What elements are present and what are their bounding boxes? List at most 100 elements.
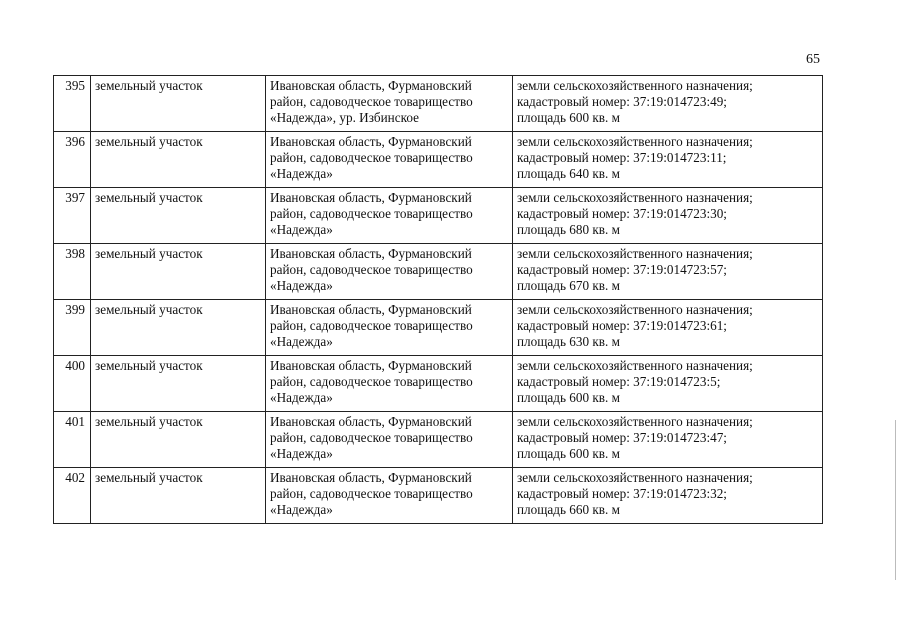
details-line: земли сельскохозяйственного назначения; — [517, 78, 753, 93]
object-type: земельный участок — [90, 187, 266, 244]
details: земли сельскохозяйственного назначения; к… — [512, 467, 823, 524]
table-row: 396 земельный участок Ивановская область, … — [53, 131, 823, 188]
object-type: земельный участок — [90, 75, 266, 132]
row-number-line: 400 — [65, 358, 85, 373]
table-row: 397 земельный участок Ивановская область, … — [53, 187, 823, 244]
details-line: площадь 660 кв. м — [517, 502, 620, 517]
details-line: земли сельскохозяйственного назначения; — [517, 190, 753, 205]
object-type-line: земельный участок — [95, 134, 203, 149]
details-line: земли сельскохозяйственного назначения; — [517, 302, 753, 317]
table-row: 399 земельный участок Ивановская область, … — [53, 299, 823, 356]
details: земли сельскохозяйственного назначения; к… — [512, 299, 823, 356]
details-line: кадастровый номер: 37:19:014723:49; — [517, 94, 727, 109]
details-line: площадь 680 кв. м — [517, 222, 620, 237]
address-line: Ивановская область, Фурмановский — [270, 246, 472, 261]
object-type-line: земельный участок — [95, 358, 203, 373]
row-number: 395 — [53, 75, 91, 132]
address-line: «Надежда» — [270, 166, 333, 181]
details-line: площадь 600 кв. м — [517, 446, 620, 461]
page-number: 65 — [806, 52, 820, 67]
object-type-line: земельный участок — [95, 246, 203, 261]
row-number: 402 — [53, 467, 91, 524]
row-number-line: 397 — [65, 190, 85, 205]
details-line: кадастровый номер: 37:19:014723:30; — [517, 206, 727, 221]
details-line: площадь 600 кв. м — [517, 390, 620, 405]
details-line: земли сельскохозяйственного назначения; — [517, 414, 753, 429]
address-line: «Надежда» — [270, 502, 333, 517]
details-line: кадастровый номер: 37:19:014723:57; — [517, 262, 727, 277]
details-line: земли сельскохозяйственного назначения; — [517, 246, 753, 261]
details-line: площадь 600 кв. м — [517, 110, 620, 125]
address: Ивановская область, Фурмановский район, с… — [265, 355, 513, 412]
address: Ивановская область, Фурмановский район, с… — [265, 467, 513, 524]
object-type-line: земельный участок — [95, 78, 203, 93]
object-type: земельный участок — [90, 299, 266, 356]
address-line: район, садоводческое товарищество — [270, 318, 473, 333]
details-line: кадастровый номер: 37:19:014723:11; — [517, 150, 727, 165]
address: Ивановская область, Фурмановский район, с… — [265, 75, 513, 132]
address-line: район, садоводческое товарищество — [270, 94, 473, 109]
land-plots-table: 395 земельный участок Ивановская область, … — [53, 75, 823, 524]
row-number: 401 — [53, 411, 91, 468]
row-number: 398 — [53, 243, 91, 300]
details-line: земли сельскохозяйственного назначения; — [517, 470, 753, 485]
details-line: кадастровый номер: 37:19:014723:61; — [517, 318, 727, 333]
details-line: кадастровый номер: 37:19:014723:32; — [517, 486, 727, 501]
object-type: земельный участок — [90, 411, 266, 468]
details: земли сельскохозяйственного назначения; к… — [512, 187, 823, 244]
address-line: район, садоводческое товарищество — [270, 150, 473, 165]
address: Ивановская область, Фурмановский район, с… — [265, 131, 513, 188]
details-line: площадь 630 кв. м — [517, 334, 620, 349]
address-line: Ивановская область, Фурмановский — [270, 358, 472, 373]
row-number-line: 402 — [65, 470, 85, 485]
address-line: район, садоводческое товарищество — [270, 486, 473, 501]
table-row: 398 земельный участок Ивановская область, … — [53, 243, 823, 300]
address-line: Ивановская область, Фурмановский — [270, 78, 472, 93]
address-line: «Надежда» — [270, 446, 333, 461]
address: Ивановская область, Фурмановский район, с… — [265, 411, 513, 468]
row-number-line: 401 — [65, 414, 85, 429]
address: Ивановская область, Фурмановский район, с… — [265, 187, 513, 244]
details: земли сельскохозяйственного назначения; к… — [512, 243, 823, 300]
details: земли сельскохозяйственного назначения; к… — [512, 75, 823, 132]
address-line: район, садоводческое товарищество — [270, 262, 473, 277]
address-line: район, садоводческое товарищество — [270, 206, 473, 221]
address-line: «Надежда», ур. Избинское — [270, 110, 419, 125]
scan-edge-mark — [895, 420, 896, 580]
row-number: 400 — [53, 355, 91, 412]
row-number-line: 398 — [65, 246, 85, 261]
address-line: «Надежда» — [270, 278, 333, 293]
object-type-line: земельный участок — [95, 190, 203, 205]
table-row: 395 земельный участок Ивановская область, … — [53, 75, 823, 132]
table-row: 401 земельный участок Ивановская область, … — [53, 411, 823, 468]
details-line: земли сельскохозяйственного назначения; — [517, 358, 753, 373]
object-type: земельный участок — [90, 355, 266, 412]
address: Ивановская область, Фурмановский район, с… — [265, 299, 513, 356]
object-type: земельный участок — [90, 131, 266, 188]
table-row: 402 земельный участок Ивановская область, … — [53, 467, 823, 524]
address: Ивановская область, Фурмановский район, с… — [265, 243, 513, 300]
address-line: Ивановская область, Фурмановский — [270, 302, 472, 317]
row-number: 396 — [53, 131, 91, 188]
address-line: Ивановская область, Фурмановский — [270, 190, 472, 205]
address-line: «Надежда» — [270, 222, 333, 237]
object-type: земельный участок — [90, 243, 266, 300]
address-line: Ивановская область, Фурмановский — [270, 134, 472, 149]
address-line: район, садоводческое товарищество — [270, 430, 473, 445]
row-number: 397 — [53, 187, 91, 244]
table-row: 400 земельный участок Ивановская область, … — [53, 355, 823, 412]
address-line: «Надежда» — [270, 334, 333, 349]
object-type-line: земельный участок — [95, 470, 203, 485]
object-type-line: земельный участок — [95, 414, 203, 429]
address-line: район, садоводческое товарищество — [270, 374, 473, 389]
address-line: Ивановская область, Фурмановский — [270, 414, 472, 429]
details-line: кадастровый номер: 37:19:014723:47; — [517, 430, 727, 445]
address-line: «Надежда» — [270, 390, 333, 405]
details: земли сельскохозяйственного назначения; к… — [512, 411, 823, 468]
details-line: площадь 640 кв. м — [517, 166, 620, 181]
details-line: площадь 670 кв. м — [517, 278, 620, 293]
row-number-line: 399 — [65, 302, 85, 317]
details: земли сельскохозяйственного назначения; к… — [512, 355, 823, 412]
object-type-line: земельный участок — [95, 302, 203, 317]
row-number: 399 — [53, 299, 91, 356]
